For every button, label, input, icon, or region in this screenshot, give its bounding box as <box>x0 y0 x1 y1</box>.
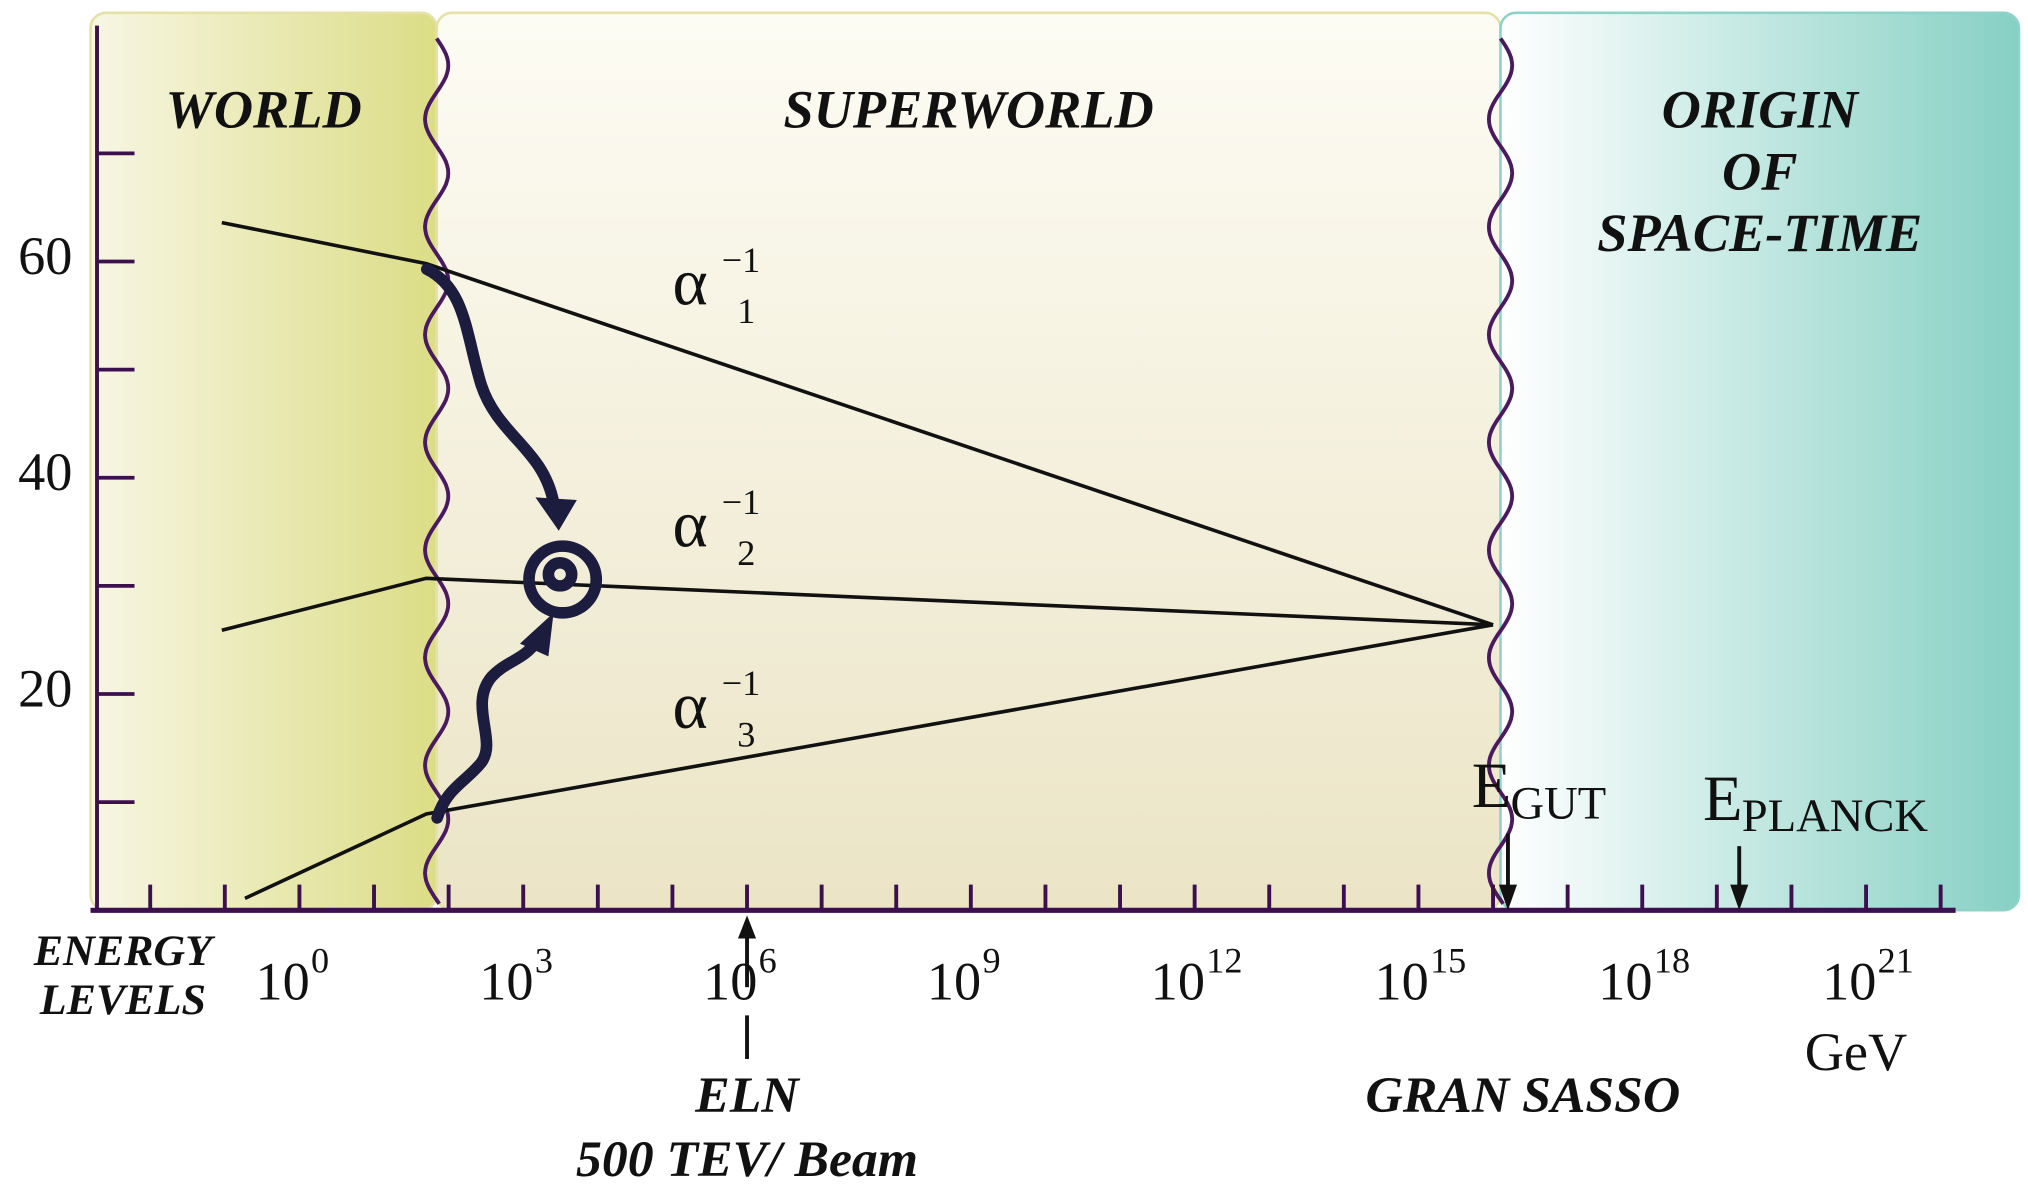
x-unit: GeV <box>1805 1022 1908 1082</box>
x-tick-label: 10 <box>927 952 981 1012</box>
arrow-head <box>535 497 577 531</box>
x-tick-label: 10 <box>1598 952 1652 1012</box>
coupling-line <box>244 623 1494 900</box>
region-label: SPACE-TIME <box>1597 203 1922 263</box>
series-sub: 3 <box>737 715 755 755</box>
marker-label: E <box>1472 750 1512 821</box>
x-axis-label: LEVELS <box>39 976 206 1024</box>
x-axis-label: ENERGY <box>33 927 217 975</box>
y-tick-label: 60 <box>18 226 72 286</box>
x-tick-label: 10 <box>703 952 757 1012</box>
series-sup: −1 <box>722 663 761 703</box>
x-tick-label: 10 <box>479 952 533 1012</box>
annotation: 500 TEV/ Beam <box>576 1131 918 1188</box>
annotation: GRAN SASSO <box>1365 1067 1680 1124</box>
evolution-arrow <box>420 263 603 824</box>
loop-inner <box>542 557 578 592</box>
regions <box>89 11 2021 912</box>
marker-sub: PLANCK <box>1742 791 1928 842</box>
series-symbol: α <box>673 488 708 562</box>
coupling-line <box>221 576 1494 632</box>
x-tick-exponent: 12 <box>1206 940 1242 980</box>
x-tick-exponent: 15 <box>1430 940 1466 980</box>
arrow-path <box>420 263 560 509</box>
y-tick-label: 40 <box>18 442 72 502</box>
x-tick-label: 10 <box>1822 952 1876 1012</box>
series-symbol: α <box>673 246 708 320</box>
x-tick-exponent: 18 <box>1654 940 1690 980</box>
x-tick-exponent: 9 <box>982 940 1000 980</box>
series-sup: −1 <box>722 482 761 522</box>
marker-label: E <box>1703 763 1743 834</box>
arrow-path <box>431 635 543 824</box>
x-tick-exponent: 21 <box>1878 940 1914 980</box>
plot: WORLD SUPERWORLD ORIGINOFSPACE-TIME2040601… <box>18 25 1956 1188</box>
region <box>435 11 1502 912</box>
y-tick-label: 20 <box>18 659 72 719</box>
loop <box>523 540 603 619</box>
boundary <box>423 37 451 905</box>
x-tick-label: 10 <box>1374 952 1428 1012</box>
marker-arrow-head <box>1498 884 1518 911</box>
region-label: OF <box>1722 141 1797 201</box>
series-sup: −1 <box>722 240 761 280</box>
series-sub: 1 <box>737 291 755 331</box>
x-tick-label: 10 <box>255 952 309 1012</box>
region-label: SUPERWORLD <box>783 80 1153 140</box>
annotation-arrow-head <box>737 915 757 939</box>
series-symbol: α <box>673 669 708 743</box>
x-tick-label: 10 <box>1151 952 1205 1012</box>
region-label: WORLD <box>166 80 362 140</box>
x-tick-exponent: 3 <box>535 940 553 980</box>
region <box>89 11 438 912</box>
marker-arrow-head <box>1730 884 1749 911</box>
marker-sub: GUT <box>1511 778 1607 829</box>
x-tick-exponent: 0 <box>311 940 329 980</box>
annotation: ELN <box>694 1067 800 1124</box>
x-tick-exponent: 6 <box>759 940 777 980</box>
arrow-head <box>519 612 554 657</box>
series-sub: 2 <box>737 533 755 573</box>
region-label: ORIGIN <box>1662 80 1860 140</box>
boundary <box>1486 37 1515 905</box>
